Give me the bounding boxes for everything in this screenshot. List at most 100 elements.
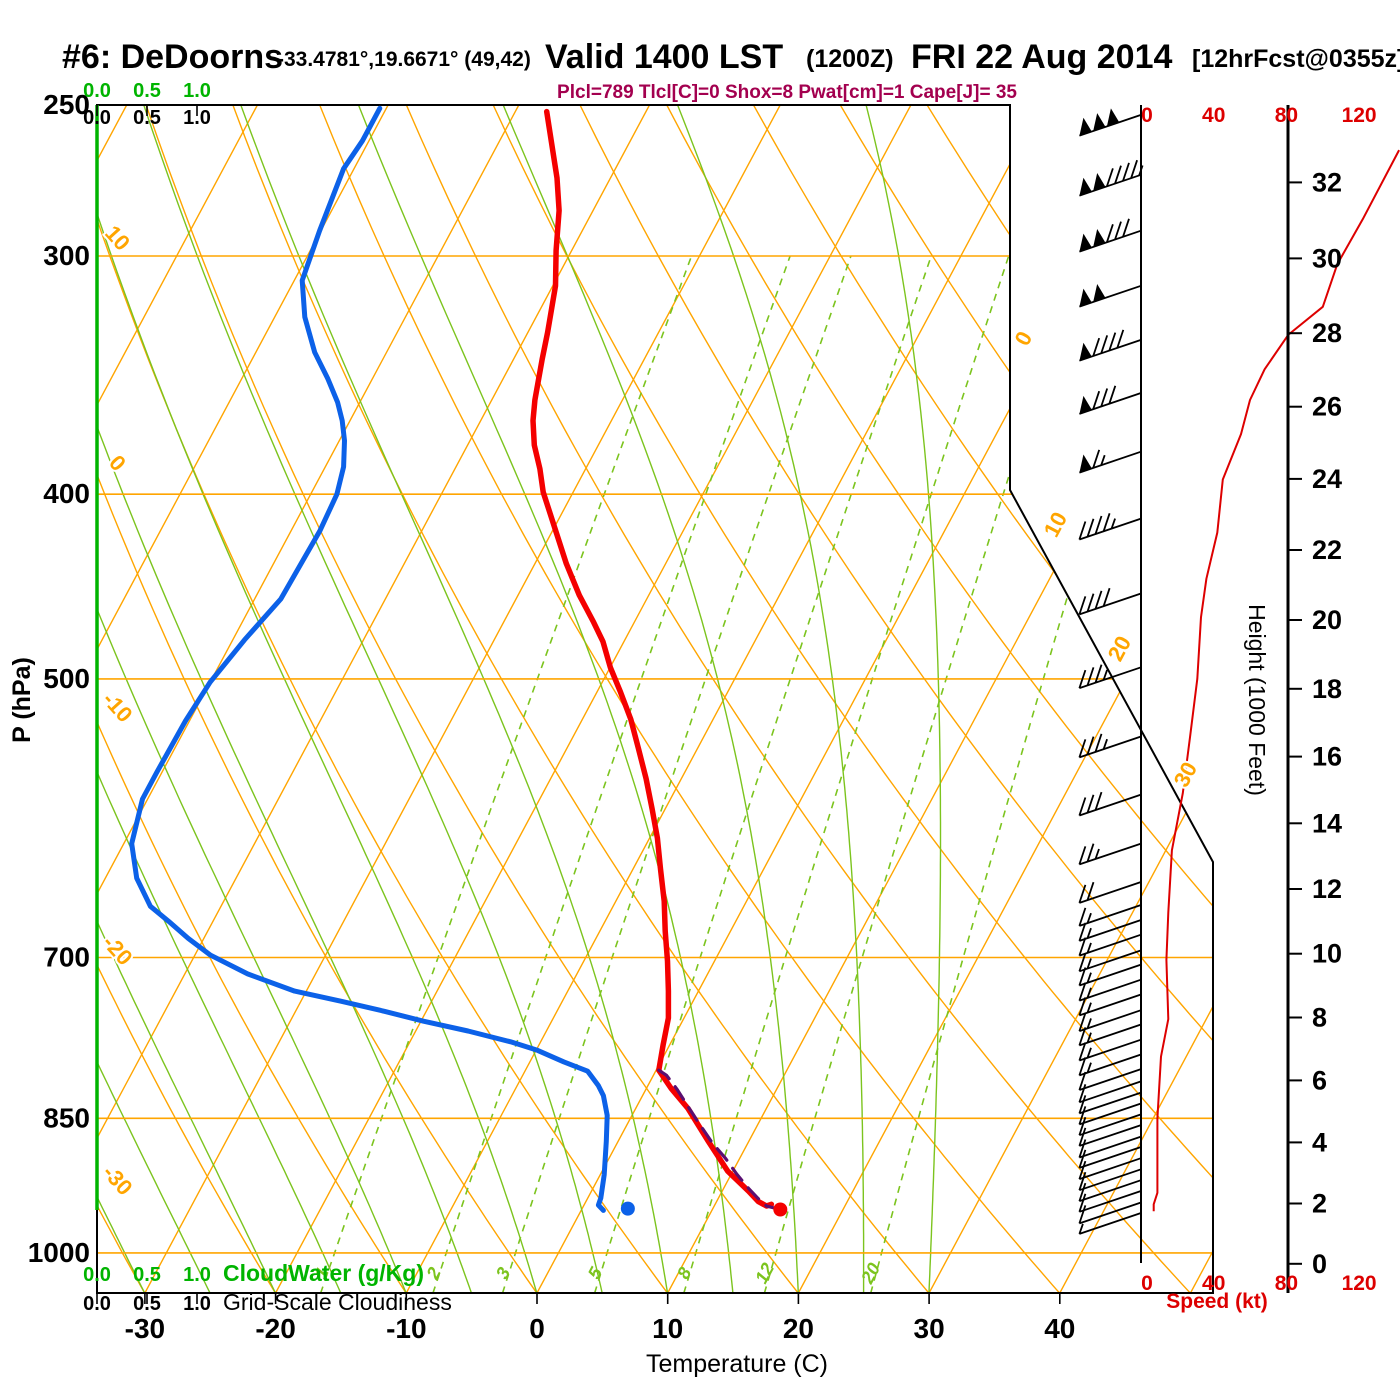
wind-barb-stem — [1079, 1038, 1142, 1062]
wind-barb-stem — [1079, 735, 1142, 759]
cloudiness-scale-title: Grid-Scale Cloudiness — [223, 1289, 452, 1315]
wind-barb-half — [1102, 669, 1108, 681]
wind-barb-stem — [1079, 1168, 1142, 1192]
mixing-ratio-line — [319, 255, 693, 1293]
moist-adiabat-line — [97, 105, 342, 1293]
dry-adiabat-label: 10 — [100, 221, 135, 256]
wind-barb-full — [1092, 390, 1101, 410]
dewpoint-curve — [129, 105, 610, 1213]
wind-barb-stem — [1079, 1091, 1142, 1115]
wind-barb-stem — [1079, 1102, 1142, 1126]
wind-barb-full — [1078, 1205, 1087, 1224]
wind-barb-full — [1122, 218, 1130, 238]
wind-barb-full — [1116, 329, 1125, 349]
cloudwater-scale-value-top: 1.0 — [183, 80, 211, 102]
wind-barb-full — [1108, 332, 1117, 351]
wind-barb-stem — [1079, 842, 1142, 866]
isotherm-line — [274, 105, 912, 1293]
wind-barb-full — [1086, 843, 1095, 862]
wind-barb-full — [1106, 168, 1114, 187]
moist-adiabat-line — [97, 105, 473, 1293]
height-tick-label: 0 — [1312, 1249, 1327, 1279]
wind-barb-stem — [1079, 978, 1142, 1002]
height-tick-label: 22 — [1312, 535, 1342, 565]
wind-barb-pennant — [1093, 283, 1106, 302]
wind-barb-stem — [1079, 1135, 1142, 1159]
wind-barb-full — [1108, 385, 1117, 405]
dry-adiabat-line — [579, 105, 1213, 1293]
wind-barb-stem — [1079, 1080, 1142, 1104]
wind-barb — [1078, 1168, 1142, 1192]
dry-adiabat-label: -30 — [98, 1160, 138, 1200]
wind-barb-pennant — [1093, 228, 1106, 247]
height-tick-label: 6 — [1312, 1065, 1327, 1095]
wind-barb-pennant — [1106, 108, 1120, 127]
speed-profile-curve — [1152, 149, 1400, 1212]
dry-adiabat-line — [97, 105, 407, 1293]
wind-barb-full — [1078, 521, 1087, 540]
height-tick-label: 14 — [1312, 808, 1342, 838]
wind-barb — [1078, 733, 1142, 759]
speed-tick-label-top: 40 — [1202, 104, 1225, 127]
wind-barb — [1078, 1023, 1142, 1047]
page-title-zulu: (1200Z) — [806, 45, 894, 73]
dry-adiabat-line — [1013, 105, 1213, 1293]
wind-barb — [1078, 1146, 1142, 1169]
dry-adiabat-line — [97, 105, 669, 1293]
moist-adiabat-line — [97, 105, 211, 1293]
cloudiness-scale-value-bottom: 1.0 — [183, 1293, 211, 1315]
wind-barb — [1078, 1190, 1142, 1213]
wind-barb-full — [1078, 1149, 1087, 1169]
wind-barb-half — [1100, 454, 1106, 466]
dry-adiabat-line — [97, 105, 538, 1293]
wind-barb — [1078, 842, 1142, 866]
wind-barb-pennant — [1079, 288, 1092, 307]
wind-barb-stem — [1079, 793, 1142, 817]
wind-barb-stem — [1079, 1113, 1142, 1137]
wind-barb — [1079, 449, 1142, 474]
moist-adiabat-line — [143, 105, 603, 1293]
page-title-fcst: [12hrFcst@0355z] — [1192, 45, 1400, 73]
wind-barb-stem — [1079, 1009, 1142, 1032]
wind-barb-half — [1086, 1062, 1092, 1073]
cloudwater-scale-value-top: 0.5 — [133, 80, 161, 102]
mixing-ratio-line — [432, 255, 791, 1293]
wind-barb-full — [1086, 667, 1095, 686]
cloudwater-scale-value-bottom: 0.5 — [133, 1264, 161, 1286]
wind-barb — [1078, 978, 1142, 1002]
wind-barb — [1078, 587, 1142, 616]
dry-adiabat-line — [492, 105, 1213, 1293]
page-title-date: FRI 22 Aug 2014 — [911, 38, 1172, 76]
wind-barb — [1078, 1113, 1142, 1137]
cloudiness-scale-value-top: 0.5 — [133, 107, 161, 129]
wind-barb-full — [1086, 593, 1095, 612]
wind-barb-full — [1078, 884, 1087, 904]
wind-barb — [1078, 1157, 1142, 1180]
mixing-ratio-line — [683, 255, 1010, 1293]
isotherm-line — [144, 105, 781, 1293]
wind-barb-full — [1078, 937, 1087, 956]
wind-barb — [1079, 329, 1142, 362]
cloudwater-scale-value-bottom: 1.0 — [183, 1264, 211, 1286]
wind-barb-full — [1078, 1116, 1087, 1136]
cloudiness-scale-value-top: 1.0 — [183, 107, 211, 129]
wind-barb-full — [1078, 669, 1087, 689]
temp-tick-label: 40 — [1044, 1313, 1075, 1344]
cloudiness-scale-value-bottom: 0.5 — [133, 1293, 161, 1315]
pressure-tick-label: 700 — [43, 942, 90, 973]
wind-barb-full — [1078, 997, 1087, 1016]
wind-barb-full — [1100, 388, 1109, 407]
wind-barb — [1078, 1201, 1142, 1225]
wind-barb-full — [1078, 982, 1087, 1001]
moist-adiabat-line — [676, 105, 865, 1293]
wind-barb-full — [1094, 664, 1103, 683]
wind-barb-stem — [1079, 904, 1142, 927]
moist-adiabat-line — [502, 105, 799, 1293]
temp-tick-label: -10 — [386, 1313, 426, 1344]
wind-barb-full — [1114, 221, 1122, 240]
wind-barb-pennant — [1093, 113, 1106, 132]
wind-barb-full — [1086, 881, 1095, 901]
wind-barb — [1078, 904, 1142, 927]
pressure-tick-label: 300 — [43, 240, 90, 271]
